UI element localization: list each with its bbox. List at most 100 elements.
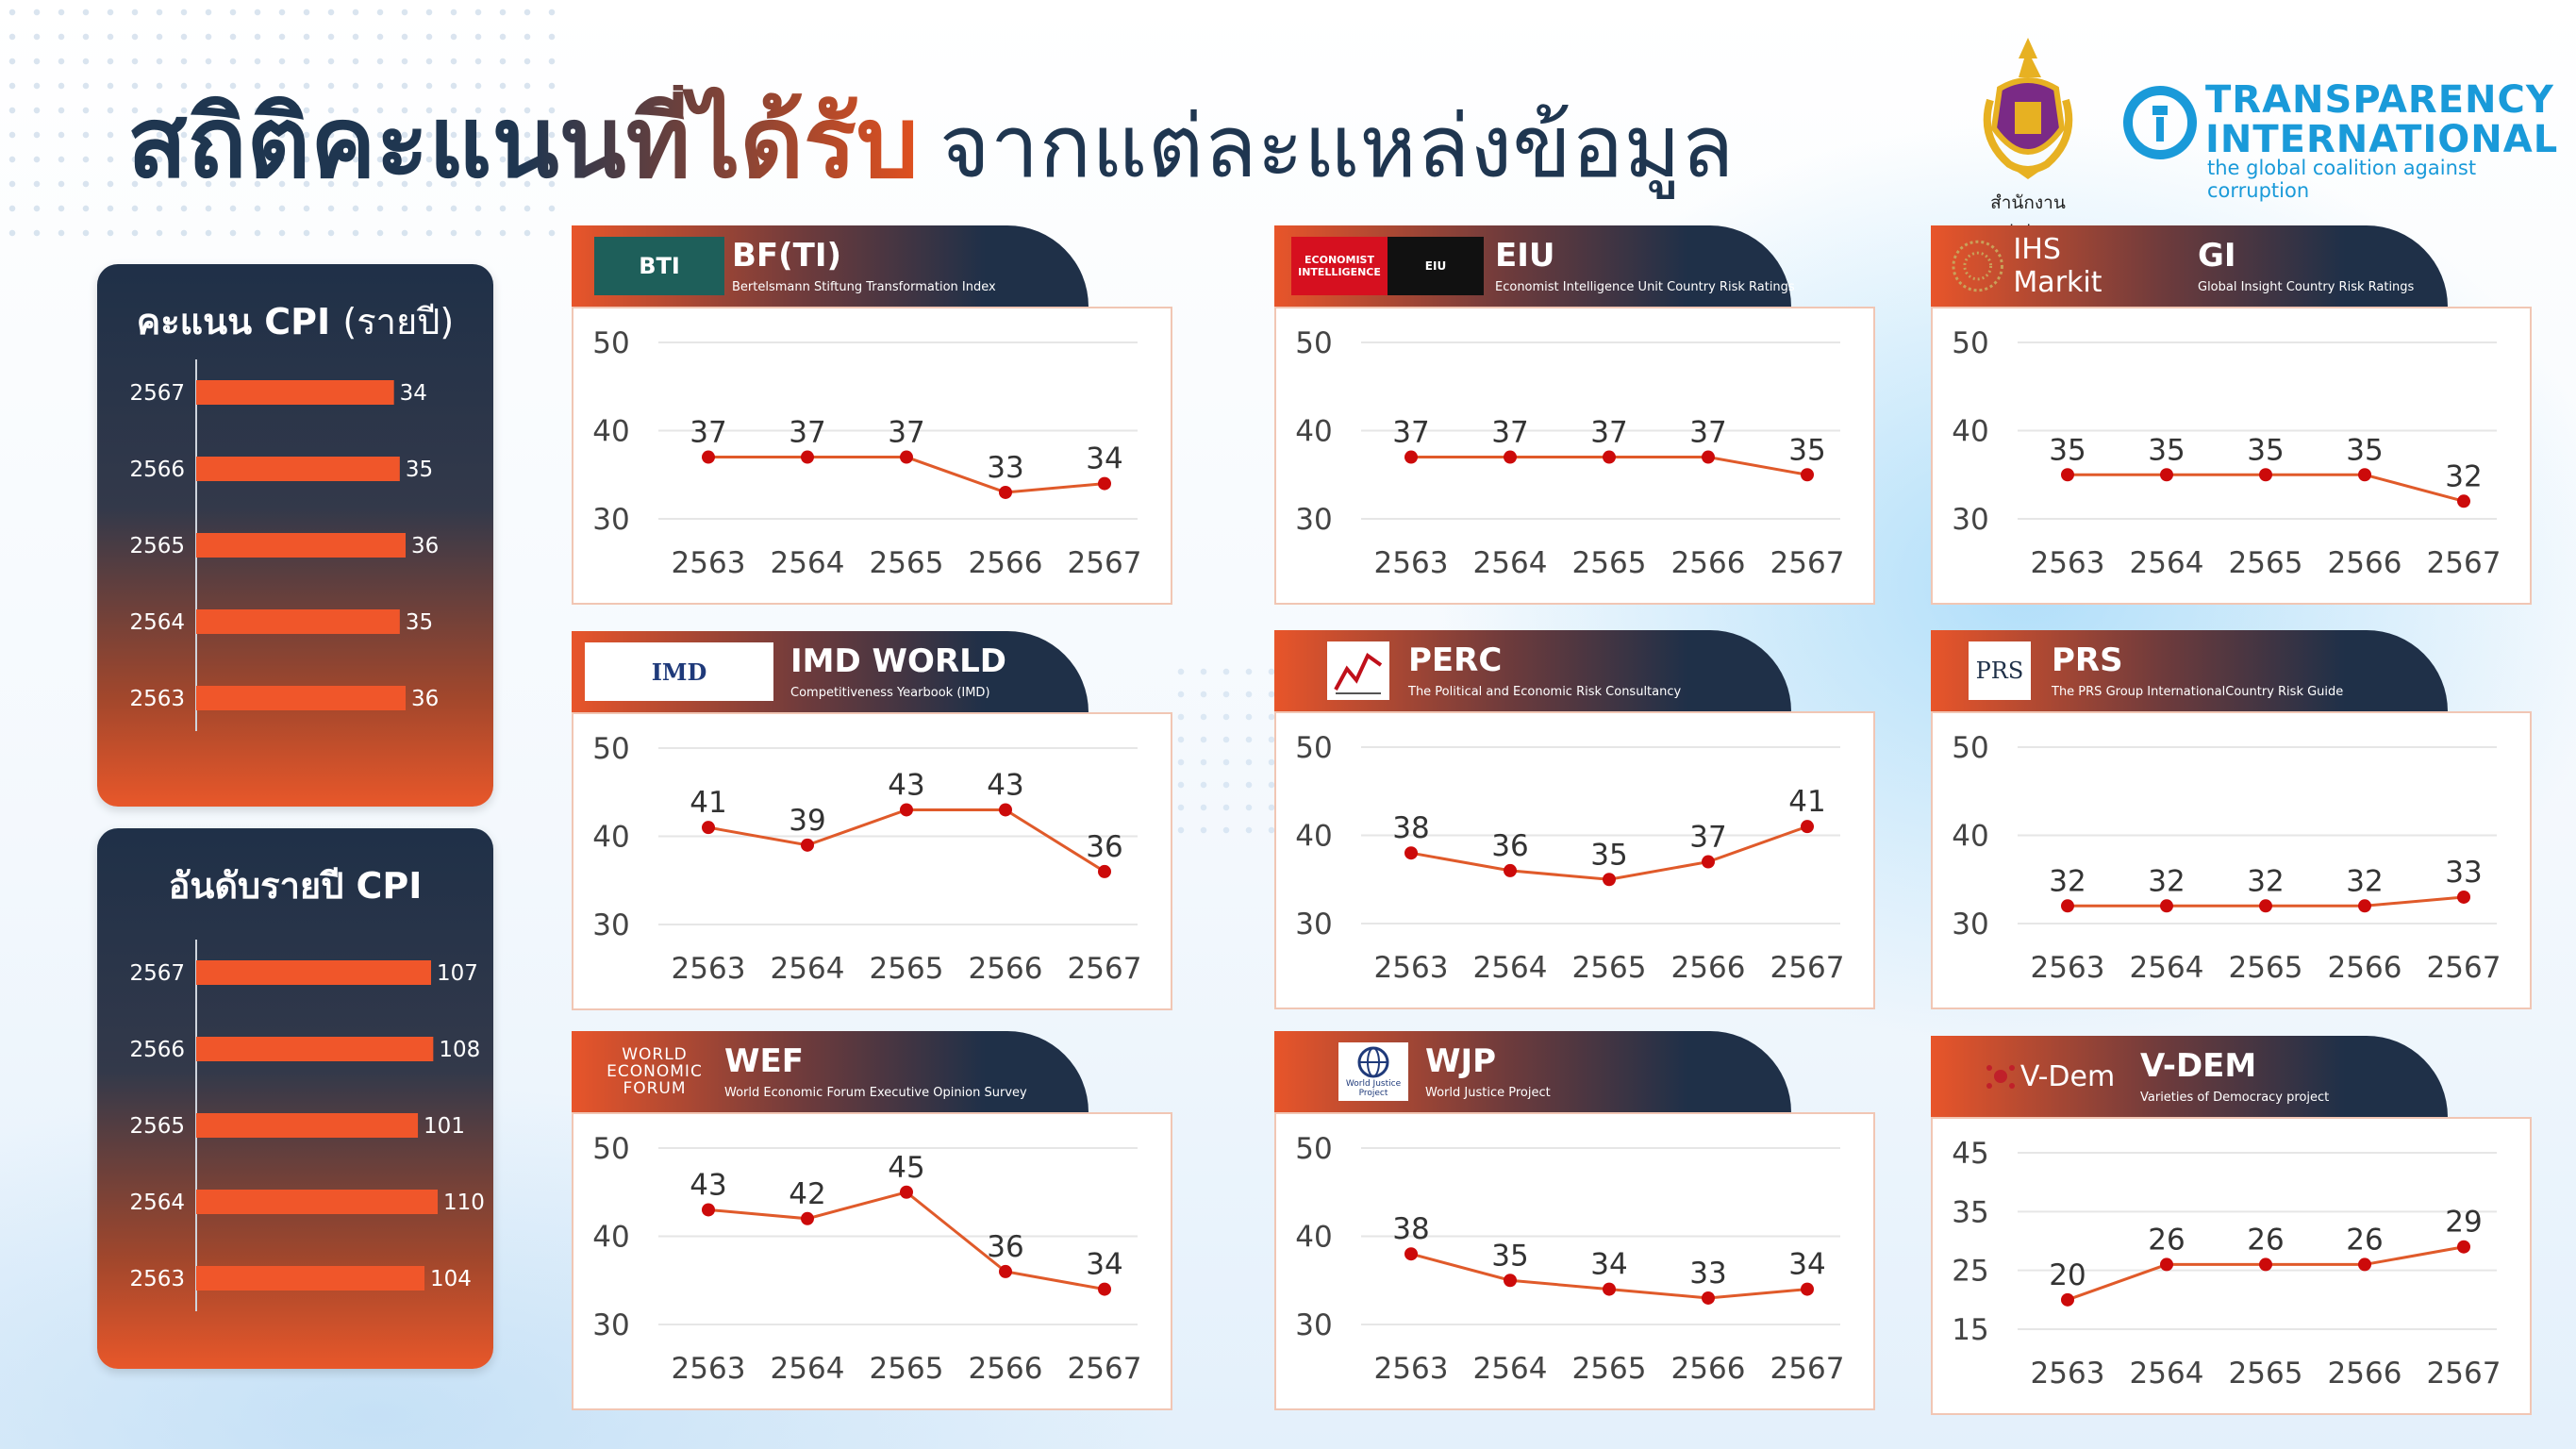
chart-box [1931,711,2532,1009]
bar-value-label: 35 [406,610,433,635]
x-tick-label: 2566 [1671,546,1746,580]
y-tick-label: 40 [592,821,629,855]
data-point [999,1264,1012,1278]
x-tick-label: 2566 [969,1352,1043,1386]
x-tick-label: 2564 [2130,951,2204,985]
data-point [1702,1291,1715,1305]
y-tick-label: 40 [1952,415,1988,449]
prs-logo-icon: PRS [1969,641,2031,700]
wef-logo-text: WORLD ECONOMIC FORUM [607,1045,703,1098]
vdem-logo-icon: V-Dem [1965,1047,2135,1106]
data-point [2358,468,2371,482]
cpi-score-title-light: (รายปี) [342,301,455,342]
data-point [1801,468,1814,482]
vdem-dots-icon [1986,1065,2015,1089]
card-subtitle: Varieties of Democracy project [2140,1091,2330,1105]
cpi-score-title-bold: คะแนน CPI [136,301,331,342]
card-title: PERC [1408,641,1503,679]
data-point [2457,890,2470,904]
y-tick-label: 50 [592,326,629,360]
data-label: 42 [789,1177,825,1211]
data-label: 35 [2148,433,2185,467]
x-tick-label: 2567 [1770,1352,1845,1386]
x-tick-label: 2564 [1473,951,1548,985]
x-tick-label: 2567 [1770,546,1845,580]
bar-category-label: 2563 [129,687,185,711]
cpi-score-chart: 2567 34 2566 35 2565 36 2564 35 2563 36 [129,359,439,731]
ihs-logo-text: IHS Markit [2013,237,2102,295]
cpi-rank-chart: 2567 107 2566 108 2565 101 2564 110 2563 104 [129,940,485,1311]
data-label: 34 [1590,1248,1627,1282]
data-point [1504,1274,1517,1288]
y-tick-label: 30 [1295,908,1332,941]
bar-category-label: 2566 [129,458,185,482]
data-point [2358,1257,2371,1272]
bar [196,1113,419,1138]
imd-logo-text: IMD [651,658,707,686]
bar-value-label: 35 [406,458,433,482]
wjp-logo-icon: World Justice Project [1338,1042,1408,1101]
x-tick-label: 2567 [1068,546,1142,580]
x-tick-label: 2567 [2427,951,2501,985]
x-tick-label: 2563 [2031,1357,2105,1391]
chart-box [1931,1117,2532,1415]
wjp-logo-text: World Justice Project [1345,1079,1402,1098]
card-title: BF(TI) [732,237,842,275]
card-bf: BTI BF(TI) Bertelsmann Stiftung Transfor… [572,225,1172,605]
data-point [999,803,1012,817]
card-imd: IMD IMD WORLD Competitiveness Yearbook (… [572,631,1172,1010]
x-tick-label: 2566 [1671,951,1746,985]
data-label: 26 [2247,1223,2284,1257]
x-tick-label: 2567 [2427,546,2501,580]
bar [196,686,406,710]
data-point [702,821,715,835]
data-label: 33 [1689,1257,1726,1291]
x-tick-label: 2565 [870,546,944,580]
y-tick-label: 30 [1952,503,1988,537]
line-chart-wjp: 30 40 50 2563 2564 2565 2566 2567 38 35 34 33 34 [1295,1132,1845,1386]
card-wef: WORLD ECONOMIC FORUM WEF World Economic … [572,1031,1172,1410]
x-tick-label: 2563 [1374,951,1449,985]
data-point [2457,494,2470,508]
data-point [1404,1247,1418,1261]
cpi-score-title: คะแนน CPI (รายปี) [97,292,493,350]
data-label: 26 [2148,1223,2185,1257]
data-point [2358,899,2371,913]
page-title-bold: สถิติคะแนนที่ได้รับ [127,85,919,200]
chart-box [572,307,1172,605]
y-tick-label: 50 [1952,731,1988,765]
data-label: 43 [690,1168,726,1202]
ti-tagline: the global coalition against corruption [2207,157,2477,202]
y-tick-label: 50 [1295,326,1332,360]
bar [196,1037,434,1061]
data-point [2259,468,2272,482]
page-title: สถิติคะแนนที่ได้รับ จากแต่ละแหล่งข้อมูล [127,64,1734,200]
data-point [702,1203,715,1217]
data-label: 43 [888,768,924,802]
data-point [702,450,715,464]
data-label: 37 [1392,416,1429,450]
x-tick-label: 2566 [2328,951,2402,985]
x-tick-label: 2566 [969,952,1043,986]
bar-category-label: 2565 [129,1114,185,1139]
line-chart-bf: 30 40 50 2563 2564 2565 2566 2567 37 37 37 33 34 [592,326,1142,580]
chart-box [1274,1112,1875,1410]
data-point [2061,1292,2074,1307]
bar-value-label: 104 [430,1267,472,1291]
x-tick-label: 2565 [870,1352,944,1386]
x-tick-label: 2565 [1572,1352,1647,1386]
data-label: 37 [1689,821,1726,855]
card-subtitle: The PRS Group InternationalCountry Risk … [2052,685,2344,699]
cpi-rank-panel: อันดับรายปี CPI 2567 107 2566 108 2565 101 256… [97,828,493,1369]
card-subtitle: The Political and Economic Risk Consulta… [1408,685,1682,699]
data-label: 37 [1491,416,1528,450]
card-subtitle: Economist Intelligence Unit Country Risk… [1495,280,1795,294]
data-label: 45 [888,1151,924,1185]
x-tick-label: 2563 [2031,951,2105,985]
y-tick-label: 35 [1952,1195,1988,1229]
x-tick-label: 2565 [1572,546,1647,580]
data-point [900,450,913,464]
x-tick-label: 2565 [870,952,944,986]
line-chart-eiu: 30 40 50 2563 2564 2565 2566 2567 37 37 37 37 35 [1295,326,1845,580]
data-label: 37 [789,416,825,450]
